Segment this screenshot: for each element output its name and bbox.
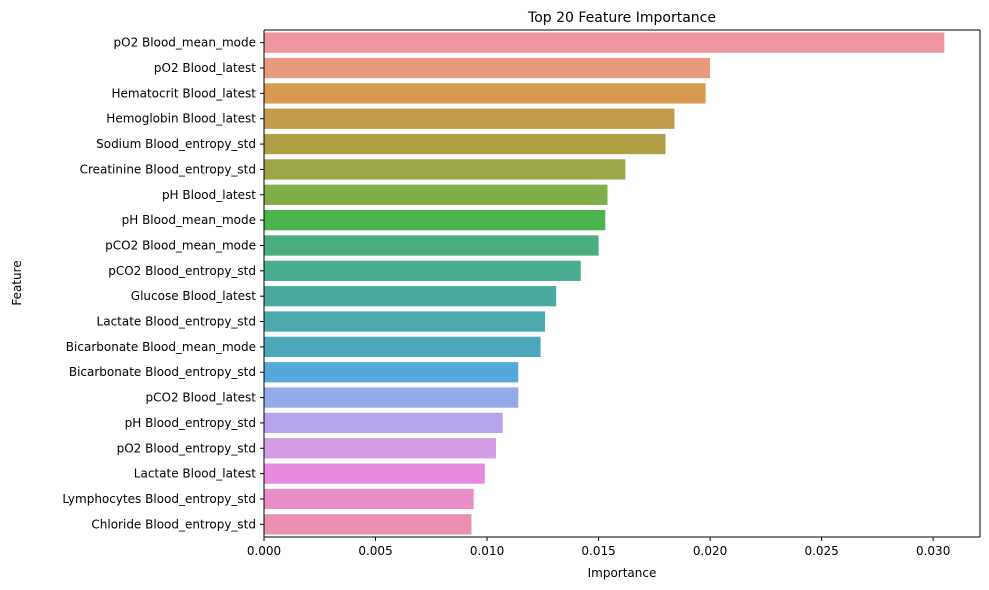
bar xyxy=(264,362,519,383)
y-tick-label: Chloride Blood_entropy_std xyxy=(91,517,256,531)
x-axis-label: Importance xyxy=(588,566,657,580)
y-tick-label: pH Blood_mean_mode xyxy=(122,213,256,227)
x-tick-label: 0.015 xyxy=(581,544,615,558)
y-axis-ticks: pO2 Blood_mean_mode pO2 Blood_latest Hemat… xyxy=(62,36,264,531)
y-tick-label: Hemoglobin Blood_latest xyxy=(106,112,256,126)
y-axis-label: Feature xyxy=(10,260,24,305)
y-tick-label: pO2 Blood_entropy_std xyxy=(117,441,256,455)
x-tick-label: 0.010 xyxy=(470,544,504,558)
bar xyxy=(264,159,626,180)
bar xyxy=(264,57,711,79)
y-tick-label: pO2 Blood_mean_mode xyxy=(114,36,256,50)
bar xyxy=(264,412,503,434)
y-tick-label: Lymphocytes Blood_entropy_std xyxy=(62,492,256,506)
chart-title: Top 20 Feature Importance xyxy=(527,10,716,26)
y-tick-label: pH Blood_latest xyxy=(162,188,256,202)
y-tick-label: pCO2 Blood_mean_mode xyxy=(105,238,256,252)
bar xyxy=(264,108,675,129)
y-tick-label: Lactate Blood_latest xyxy=(134,467,256,481)
x-tick-label: 0.020 xyxy=(693,544,727,558)
bar xyxy=(264,184,608,205)
x-axis-ticks: 0.000 0.005 0.010 0.015 0.020 0.025 0.030 xyxy=(247,537,950,558)
bar xyxy=(264,260,581,281)
x-tick-label: 0.005 xyxy=(358,544,392,558)
y-tick-label: Bicarbonate Blood_mean_mode xyxy=(66,340,256,354)
bar xyxy=(264,463,485,484)
bar xyxy=(264,387,519,408)
bar xyxy=(264,209,606,231)
x-tick-label: 0.030 xyxy=(916,544,950,558)
bars-group xyxy=(264,32,945,535)
y-tick-label: Glucose Blood_latest xyxy=(131,289,257,303)
bar xyxy=(264,438,496,459)
y-tick-label: Sodium Blood_entropy_std xyxy=(96,137,256,151)
bar xyxy=(264,83,706,104)
y-tick-label: Bicarbonate Blood_entropy_std xyxy=(69,365,256,379)
bar xyxy=(264,514,472,535)
y-tick-label: pCO2 Blood_latest xyxy=(146,391,257,405)
x-tick-label: 0.000 xyxy=(247,544,281,558)
y-tick-label: Lactate Blood_entropy_std xyxy=(97,315,256,329)
bar xyxy=(264,235,599,256)
bar xyxy=(264,133,666,155)
bar xyxy=(264,336,541,358)
bar xyxy=(264,286,557,307)
y-tick-label: pO2 Blood_latest xyxy=(154,61,256,75)
x-tick-label: 0.025 xyxy=(804,544,838,558)
y-tick-label: Creatinine Blood_entropy_std xyxy=(80,162,256,176)
y-tick-label: pH Blood_entropy_std xyxy=(125,416,256,430)
bar xyxy=(264,311,546,332)
y-tick-label: Hematocrit Blood_latest xyxy=(112,86,257,100)
bar xyxy=(264,488,474,510)
bar xyxy=(264,32,945,53)
y-tick-label: pCO2 Blood_entropy_std xyxy=(108,264,256,278)
